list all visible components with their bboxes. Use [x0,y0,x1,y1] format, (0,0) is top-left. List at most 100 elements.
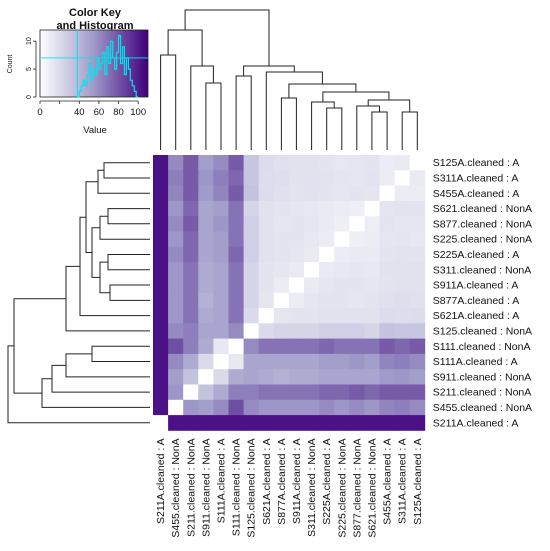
heatmap-cell [273,308,290,324]
heatmap-cell [198,399,214,416]
heatmap-cell [183,262,199,278]
heatmap-cell [409,185,426,202]
heatmap-cell [198,308,214,324]
heatmap-cell [349,200,365,217]
heatmap-cell [228,200,244,217]
heatmap-cell [168,415,184,431]
heatmap-cell [168,262,184,278]
heatmap-cell [198,170,214,186]
heatmap-cell [304,308,320,324]
heatmap-cell [183,231,199,248]
heatmap-cell [273,231,290,248]
heatmap-cell [273,353,290,370]
heatmap-cell [243,262,260,278]
column-label: S211A.cleaned : A [155,438,167,524]
heatmap-cell [409,262,426,278]
heatmap-cell [198,277,214,294]
color-key-y-axis: 0 5 10 [26,37,37,99]
color-key-x-axis: 0 40 60 80 100 [37,100,146,118]
heatmap-cell [258,200,275,217]
heatmap-cell [183,369,199,385]
heatmap-cell [153,216,169,232]
heatmap-cell [394,323,411,339]
heatmap-cell [183,246,199,263]
heatmap-cell [228,170,244,186]
heatmap-cell [364,415,380,431]
heatmap-cell [198,246,214,263]
heatmap-cell [409,353,426,370]
row-dendrogram [7,162,150,424]
color-key-x-tick-label: 80 [113,107,124,118]
heatmap-cell [304,231,320,248]
heatmap-cell [334,155,350,171]
heatmap-cell [198,292,214,309]
heatmap-cell [379,399,395,416]
heatmap-cell [409,384,426,401]
column-label: S225.cleaned : NonA [336,438,348,537]
heatmap-cell [168,292,184,309]
heatmap-cell [334,262,350,278]
heatmap-cell [349,170,365,186]
color-key-y-tick-label: 10 [26,37,33,45]
row-labels: S125A.cleaned : A S311A.cleaned : A S455A.… [433,157,532,429]
heatmap-cell [379,292,395,309]
heatmap-cell [258,399,275,416]
heatmap-cell [349,155,365,171]
column-label: S125A.cleaned : A [412,438,424,524]
heatmap-cell [319,323,335,339]
heatmap-cell [153,308,169,324]
heatmap-cell [273,155,290,171]
color-key-x-tick-label: 100 [130,107,146,118]
heatmap-cell [198,200,214,217]
heatmap-cell [198,415,214,431]
color-key-y-tick-label: 5 [26,67,33,71]
heatmap-cell [243,200,260,217]
heatmap-cell [273,323,290,339]
heatmap-cell [304,369,320,385]
heatmap-cell [153,246,169,263]
heatmap-cell [198,384,214,401]
heatmap-cell [168,246,184,263]
column-labels: S211A.cleaned : A S455.cleaned : NonA S211… [155,438,424,537]
heatmap-cell [273,338,290,355]
heatmap-cell [183,292,199,309]
heatmap-cell [349,338,365,355]
heatmap-cell [394,231,411,248]
heatmap-cell [213,155,229,171]
heatmap-cell [198,231,214,248]
heatmap-cell [304,277,320,294]
column-label: S911A.cleaned : A [291,438,303,524]
column-label: S311A.cleaned : A [397,438,409,524]
heatmap-cell [288,353,305,370]
dendrogram-link [326,107,343,150]
dendrogram-link [356,105,380,150]
heatmap-cell [243,292,260,309]
heatmap-cell [183,384,199,401]
heatmap-cell [183,323,199,339]
heatmap-cell [334,323,350,339]
dendrogram-link [109,284,150,301]
heatmap-cell [409,338,426,355]
heatmap-cell [319,415,335,431]
heatmap-cell [273,277,290,294]
heatmap-cell [364,155,380,171]
heatmap-cell [168,216,184,232]
row-label: S621.cleaned : NonA [433,203,532,215]
heatmap-cell [304,185,320,202]
heatmap-cell [153,353,169,370]
heatmap-cell [288,369,305,385]
heatmap-cell [304,338,320,355]
color-key-x-tick-label: 60 [94,107,105,118]
heatmap-cell [153,292,169,309]
heatmap-cell [394,170,411,186]
heatmap-cell [243,353,260,370]
heatmap-cell [228,415,244,431]
heatmap-cell [394,415,411,431]
heatmap-cell [183,353,199,370]
heatmap-cell [258,353,275,370]
row-label: S311.cleaned : NonA [433,264,531,276]
heatmap-cell [364,216,380,232]
row-label: S111.cleaned : NonA [433,341,531,353]
heatmap-cell [349,292,365,309]
heatmap-cell [288,292,305,309]
